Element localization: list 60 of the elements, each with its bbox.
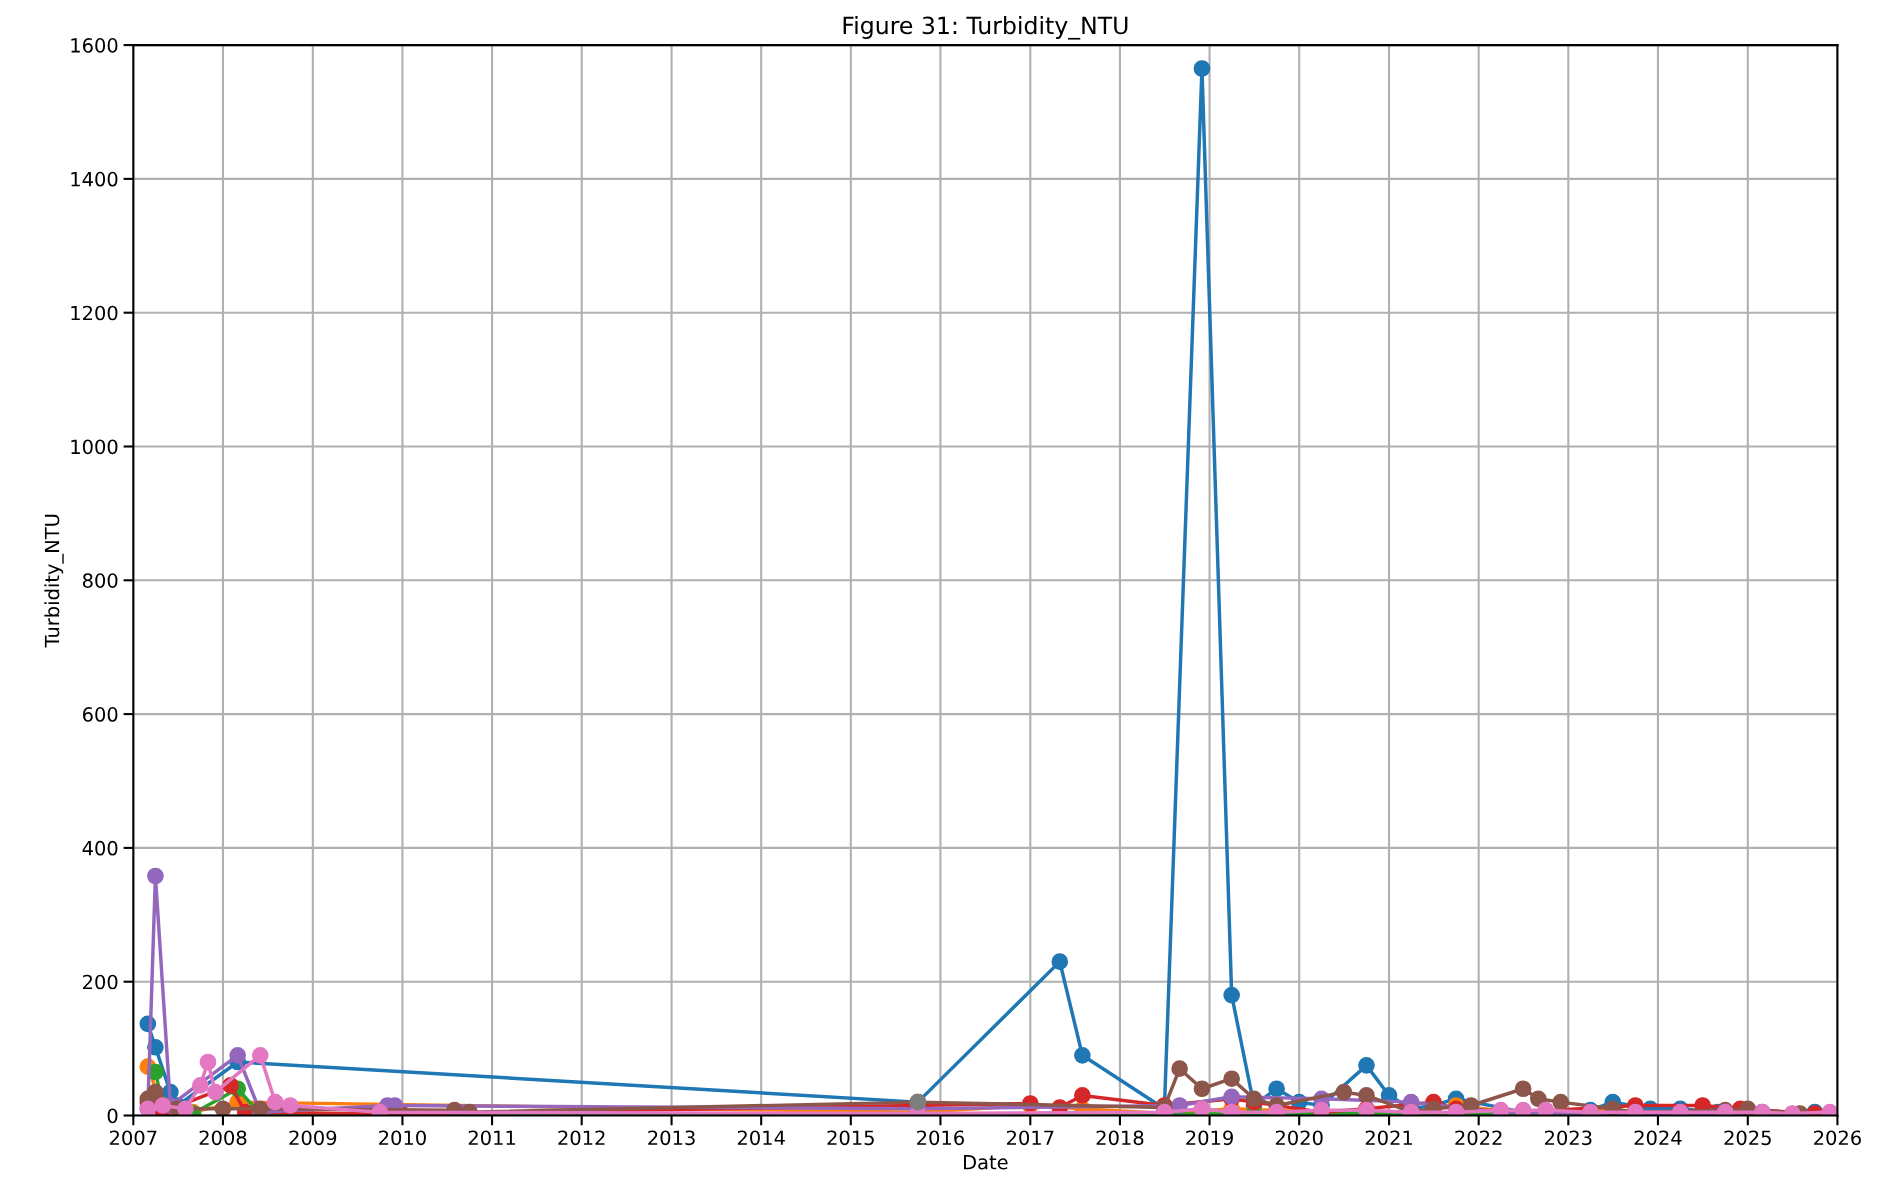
point [1358,1087,1375,1104]
point [266,1093,284,1111]
point [1268,1080,1285,1098]
point [1537,1101,1555,1116]
x-tick-label: 2016 [917,1130,964,1146]
x-tick-label: 2025 [1724,1130,1771,1146]
point [192,1077,209,1094]
x-axis-title: Date [964,1155,1008,1170]
point [147,867,164,885]
point [1074,1087,1091,1104]
x-tick-label: 2007 [110,1130,157,1146]
point [1074,1046,1091,1064]
y-tick-label: 1200 [71,305,118,321]
point [281,1097,299,1114]
point [1514,1080,1532,1098]
x-tick-label: 2012 [558,1130,605,1146]
point [177,1100,194,1116]
point [251,1046,269,1064]
point [1193,1100,1211,1116]
x-tick-label: 2008 [199,1130,247,1146]
point [1051,953,1069,970]
point [1223,1070,1240,1088]
x-tick-label: 2022 [1455,1130,1502,1146]
x-tick-label: 2017 [1006,1130,1054,1146]
x-tick-label: 2015 [827,1130,874,1146]
x-tick-label: 2013 [648,1130,695,1146]
x-tick-label: 2009 [289,1130,337,1146]
point [1530,1090,1547,1108]
chart-title: Figure 31: Turbidity_NTU [843,16,1128,40]
x-tick-label: 2010 [379,1130,426,1146]
y-tick-label: 200 [83,974,118,990]
x-tick-label: 2018 [1096,1130,1144,1146]
y-tick-label: 1400 [71,171,118,187]
y-tick-label: 1600 [71,38,118,53]
x-tick-label: 2021 [1365,1130,1412,1146]
y-tick-label: 1000 [71,439,118,455]
point [1335,1083,1353,1101]
point [229,1046,247,1064]
y-tick-label: 400 [82,840,118,856]
point [1358,1056,1375,1074]
x-tick-label: 2011 [468,1130,516,1146]
x-tick-label: 2024 [1634,1130,1682,1146]
point [147,1083,164,1101]
x-tick-label: 2020 [1275,1130,1323,1146]
point [1223,986,1240,1004]
point [1552,1093,1570,1111]
y-tick-label: 600 [82,707,118,722]
point [1171,1060,1188,1078]
point [199,1053,217,1071]
x-tick-label: 2014 [737,1130,785,1146]
point [1193,1080,1211,1098]
x-tick-label: 2023 [1544,1130,1592,1146]
point [1193,60,1211,77]
y-tick-label: 0 [107,1108,118,1124]
y-axis-title: Turbidity_NTU [44,514,64,648]
point [206,1083,224,1101]
point [214,1100,232,1116]
y-tick-label: 800 [82,573,118,588]
x-tick-label: 2026 [1814,1130,1861,1146]
x-tick-label: 2019 [1186,1130,1233,1146]
